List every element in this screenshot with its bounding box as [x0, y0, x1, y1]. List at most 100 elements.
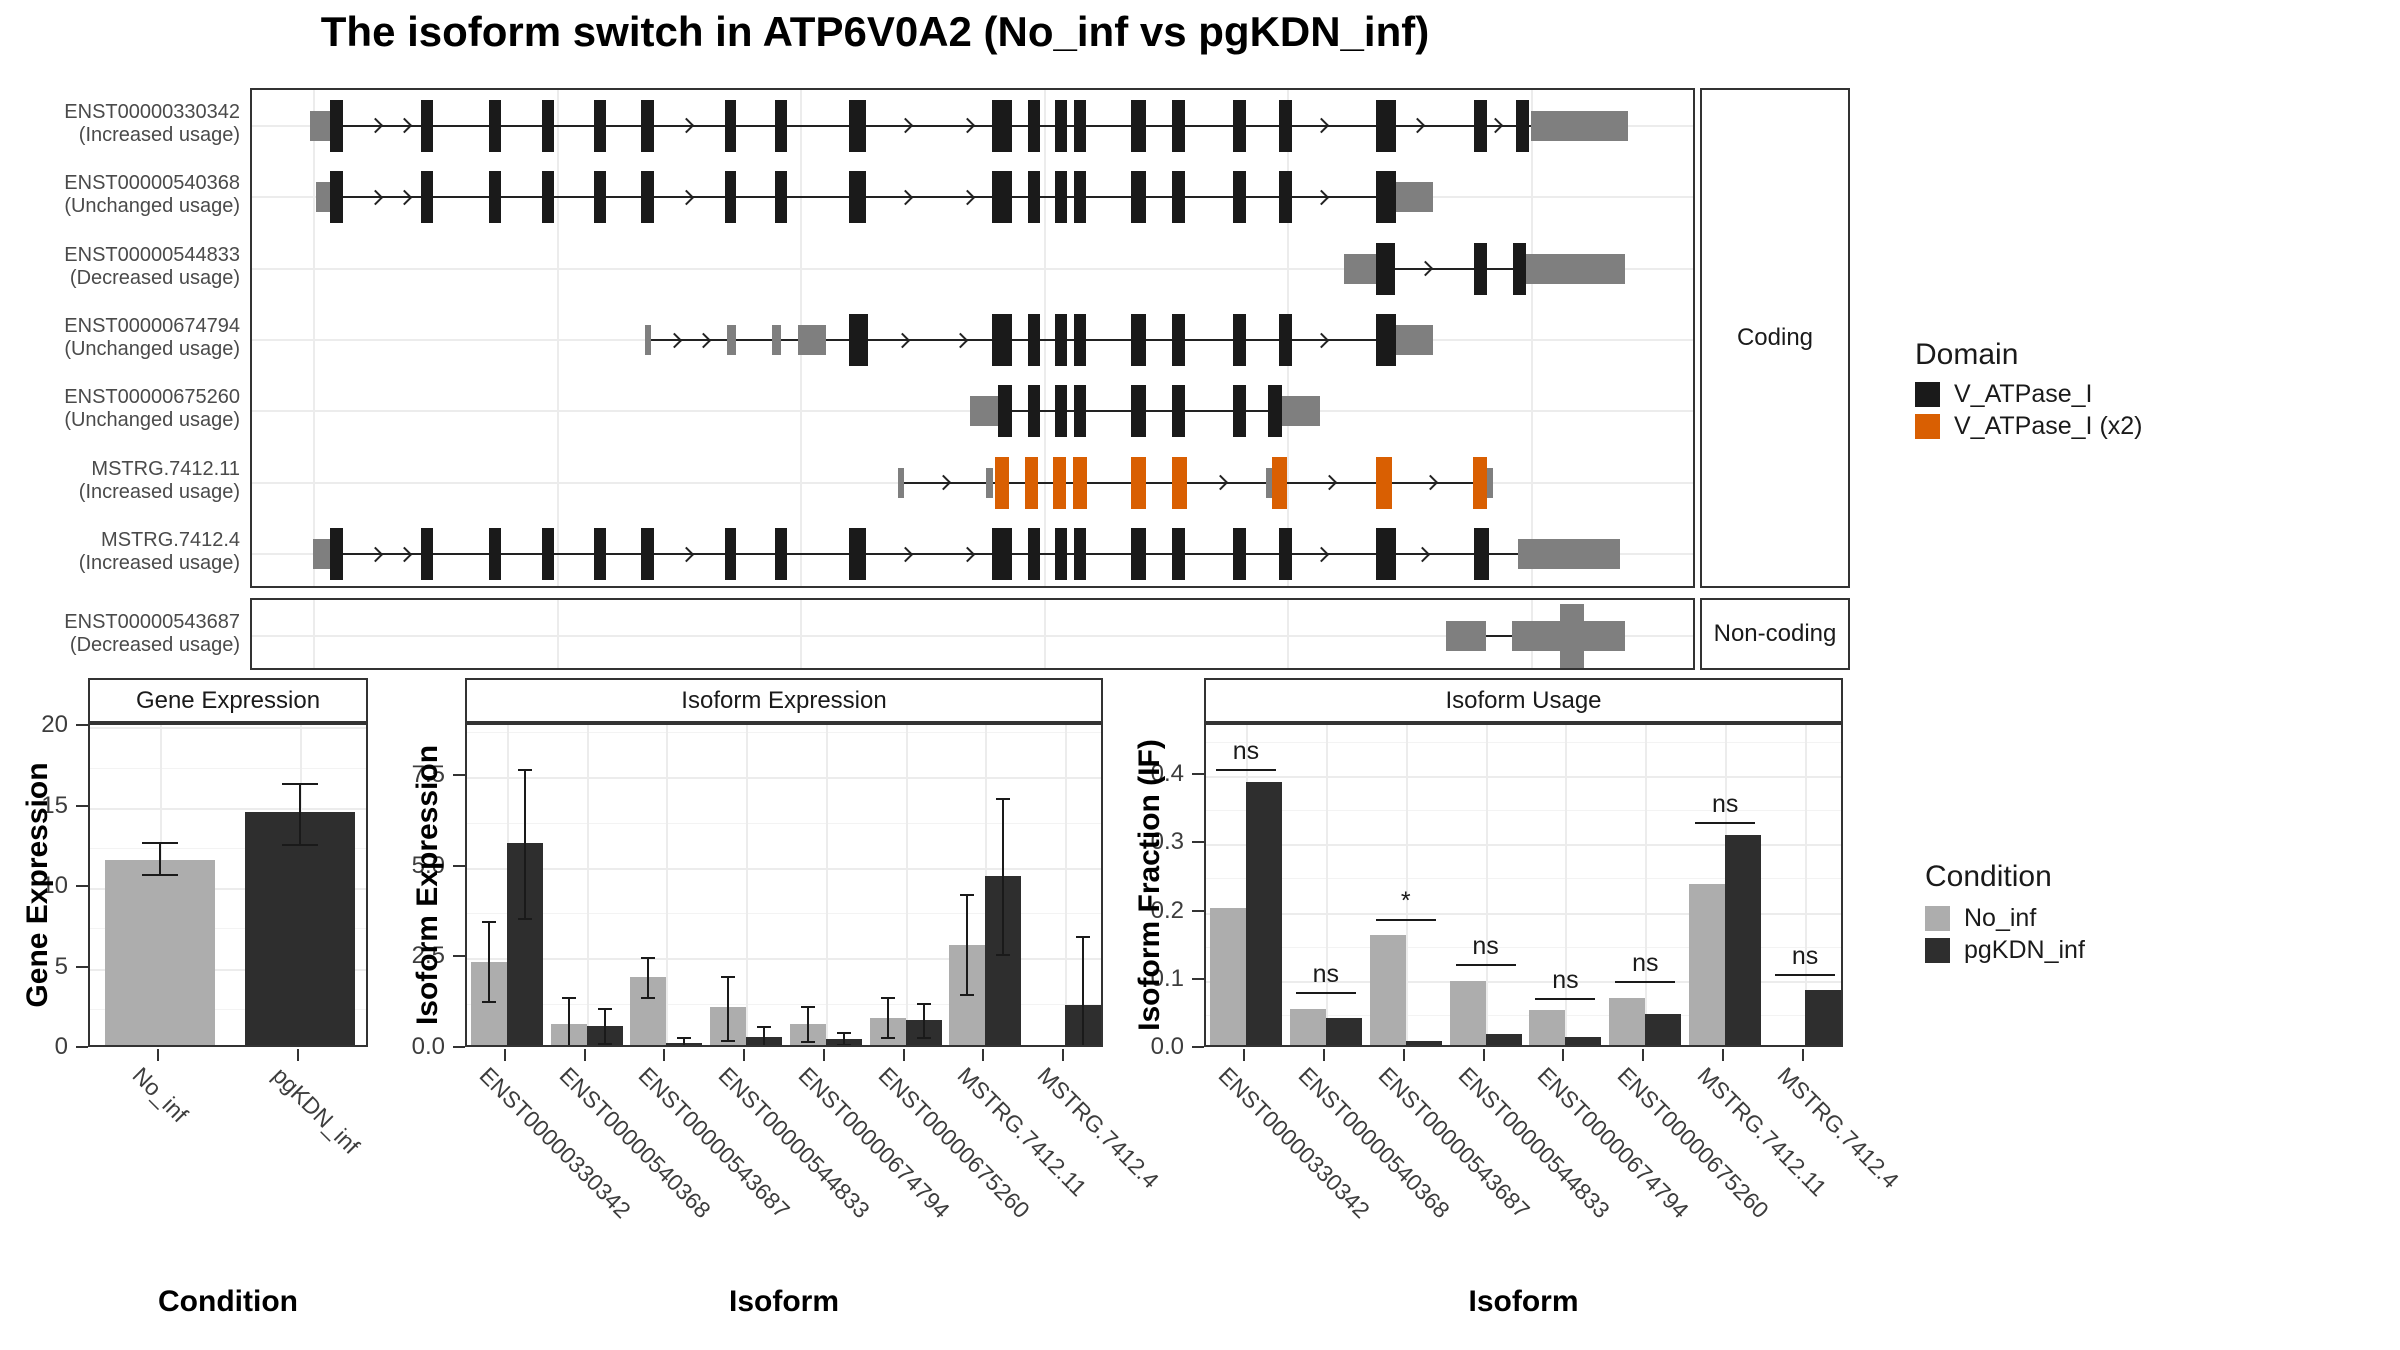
utr-exon: [772, 325, 781, 355]
error-bar: [842, 1033, 845, 1045]
utr-exon: [1396, 182, 1433, 213]
error-bar-cap: [142, 874, 178, 877]
transcript-label: MSTRG.7412.4 (Increased usage): [0, 529, 240, 575]
cds-exon: [1376, 99, 1397, 152]
coding-transcripts-panel: [250, 88, 1695, 588]
strand-arrow-icon: [1415, 546, 1431, 563]
cds-exon: [1279, 314, 1293, 366]
cds-exon: [1233, 528, 1247, 581]
domain-legend-label: V_ATPase_I: [1954, 380, 2093, 408]
cds-exon: [1074, 99, 1086, 152]
cds-exon: [1074, 314, 1086, 366]
error-bar: [1002, 799, 1005, 955]
transcript-label: ENST00000330342 (Increased usage): [0, 101, 240, 147]
error-bar-cap: [597, 1008, 612, 1011]
chart-plot-area: ns ns * ns ns ns ns ns: [1204, 723, 1843, 1047]
cds-exon: [330, 99, 344, 152]
cds-exon: [1279, 99, 1293, 152]
transcript-id: ENST00000330342: [64, 100, 240, 123]
gridline-minor: [467, 913, 1101, 915]
cds-exon: [640, 99, 654, 152]
cds-exon: [1233, 314, 1247, 366]
cds-exon: [848, 99, 867, 152]
transcript-id: ENST00000674794: [64, 315, 240, 337]
cds-exon: [991, 314, 1013, 366]
transcript-id: ENST00000543687: [64, 611, 240, 633]
transcript-id: MSTRG.7412.11: [91, 457, 240, 480]
cds-exon: [1279, 528, 1293, 581]
x-tick-mark: [1402, 1049, 1405, 1061]
intron-line: [312, 553, 1621, 556]
gridline-v: [666, 725, 669, 1045]
cds-exon: [488, 528, 501, 581]
x-tick-label: ENST00000674794: [793, 1062, 955, 1224]
x-tick-mark: [1322, 1049, 1325, 1061]
error-bar-cap: [1076, 935, 1091, 938]
error-bar-cap: [800, 1006, 815, 1009]
error-bar-cap: [836, 1032, 851, 1035]
error-bar-cap: [517, 769, 532, 772]
bar: [245, 812, 355, 1045]
cds-exon: [640, 171, 654, 224]
x-axis-title: Condition: [158, 1285, 298, 1318]
utr-exon: [986, 467, 994, 498]
cds-exon: [1267, 385, 1283, 438]
domain-exon: [1376, 456, 1393, 509]
x-tick-mark: [1482, 1049, 1485, 1061]
utr-exon: [1559, 604, 1585, 668]
significance-line: [1295, 991, 1356, 994]
utr-exon: [1282, 396, 1320, 427]
x-tick-mark: [1802, 1049, 1805, 1061]
x-tick-label: No_inf: [127, 1062, 194, 1128]
cds-exon: [640, 528, 654, 581]
error-bar: [567, 998, 570, 1045]
strip-noncoding-label: Non-coding: [1713, 620, 1837, 647]
transcript-label: ENST00000675260 (Unchanged usage): [0, 386, 240, 432]
gridline-minor: [90, 848, 366, 849]
cds-exon: [1233, 385, 1247, 438]
gridline-major: [90, 807, 366, 810]
cds-exon: [1074, 171, 1086, 224]
error-bar-cap: [481, 921, 496, 924]
error-bar: [523, 770, 526, 919]
significance-label: *: [1400, 887, 1411, 916]
error-bar-cap: [916, 1037, 931, 1040]
cds-exon: [1172, 528, 1186, 581]
cds-exon: [1279, 171, 1293, 224]
cds-exon: [1027, 385, 1040, 438]
cds-exon: [848, 528, 867, 581]
error-bar-cap: [481, 1000, 496, 1003]
utr-exon: [1487, 467, 1494, 498]
y-axis-title: Isoform Expression: [411, 744, 444, 1026]
y-tick-label: 2.5: [411, 942, 445, 970]
domain-legend-item: V_ATPase_I (x2): [1915, 412, 2143, 441]
y-tick-mark: [453, 864, 465, 867]
cds-exon: [594, 171, 606, 224]
cds-exon: [991, 528, 1013, 581]
x-tick-label: ENST00000540368: [554, 1062, 716, 1224]
chart-strip-title: Gene Expression: [135, 686, 321, 714]
bar: [1209, 908, 1246, 1045]
x-tick-mark: [1642, 1049, 1645, 1061]
cds-exon: [542, 528, 554, 581]
gridline-minor: [467, 822, 1101, 824]
y-tick-label: 0.4: [1150, 760, 1184, 788]
error-bar: [922, 1003, 925, 1039]
cds-exon: [775, 99, 787, 152]
gridline-v: [1485, 725, 1488, 1045]
y-tick-label: 7.5: [411, 761, 445, 789]
x-tick-mark: [743, 1049, 746, 1061]
strand-arrow-icon: [1418, 260, 1434, 277]
error-bar-cap: [142, 842, 178, 845]
strand-arrow-icon: [678, 189, 694, 205]
transcript-id: ENST00000544833: [64, 243, 240, 266]
transcript-label: ENST00000544833 (Decreased usage): [0, 244, 240, 290]
x-tick-mark: [663, 1049, 666, 1061]
gridline-major: [90, 727, 366, 730]
error-bar-cap: [517, 917, 532, 920]
domain-exon: [1172, 456, 1187, 509]
utr-exon: [897, 467, 904, 498]
cds-exon: [1130, 314, 1147, 366]
gridline-major: [467, 867, 1101, 870]
domain-legend-label: V_ATPase_I (x2): [1954, 412, 2143, 440]
